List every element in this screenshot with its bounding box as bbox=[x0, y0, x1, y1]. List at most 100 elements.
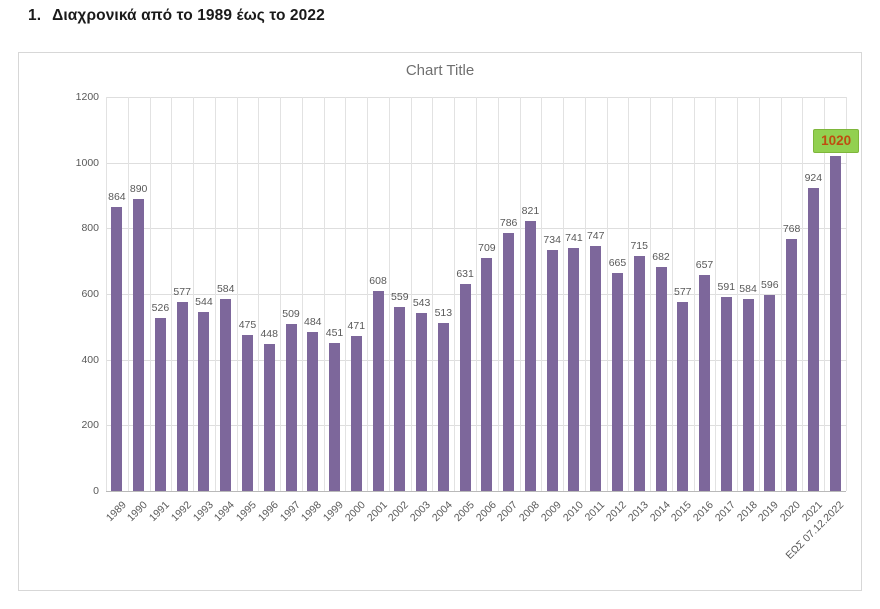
bar-ΕΩΣ 07.12.2022 bbox=[829, 156, 841, 491]
section-heading: 1. Διαχρονικά από το 1989 έως το 2022 bbox=[28, 7, 325, 25]
bar-2020 bbox=[786, 238, 798, 491]
x-axis-tick-label: 1990 bbox=[125, 499, 151, 525]
gridline-vertical bbox=[737, 97, 739, 491]
x-axis-tick-label: 2017 bbox=[712, 499, 738, 525]
bar-value-label: 559 bbox=[391, 291, 409, 304]
gridline-vertical bbox=[824, 97, 826, 491]
gridline-vertical bbox=[367, 97, 369, 491]
bar-2009 bbox=[546, 250, 558, 491]
gridline-vertical bbox=[650, 97, 652, 491]
gridline-vertical bbox=[519, 97, 521, 491]
bar-2017 bbox=[720, 296, 732, 491]
bar-2019 bbox=[764, 295, 776, 491]
gridline-vertical bbox=[323, 97, 325, 491]
x-axis-tick-label: 2011 bbox=[582, 499, 608, 524]
bar-2002 bbox=[394, 307, 406, 491]
x-axis-tick-label: 1993 bbox=[190, 499, 216, 525]
bar-value-label: 513 bbox=[434, 306, 453, 319]
bar-value-label: 786 bbox=[499, 216, 518, 229]
x-axis-tick-label: 2008 bbox=[516, 499, 542, 525]
x-axis-tick-label: 2005 bbox=[451, 499, 477, 525]
y-axis-tick-label: 200 bbox=[81, 419, 99, 432]
x-axis-tick-label: 2009 bbox=[538, 499, 564, 525]
y-axis-tick-label: 1000 bbox=[75, 156, 99, 169]
bar-value-label: 591 bbox=[717, 280, 736, 293]
bar-2010 bbox=[568, 247, 580, 491]
bar-value-label: 631 bbox=[456, 267, 474, 280]
bar-2014 bbox=[655, 267, 667, 491]
bar-value-label: 821 bbox=[521, 205, 540, 218]
gridline-vertical bbox=[301, 97, 303, 491]
bar-2000 bbox=[350, 336, 362, 491]
gridline-vertical bbox=[563, 97, 565, 491]
bar-value-label: 584 bbox=[216, 283, 235, 296]
gridline-vertical bbox=[106, 97, 107, 491]
bar-2003 bbox=[416, 312, 428, 491]
bar-value-label: 890 bbox=[129, 182, 148, 195]
y-axis-tick-label: 400 bbox=[81, 353, 99, 366]
x-axis-tick-label: 2006 bbox=[473, 499, 499, 525]
gridline-vertical bbox=[846, 97, 847, 491]
bar-2015 bbox=[677, 301, 689, 491]
bar-2021 bbox=[807, 187, 819, 491]
bar-value-label: 577 bbox=[673, 285, 692, 298]
x-axis-tick-label: 2018 bbox=[734, 499, 760, 525]
bar-1994 bbox=[220, 299, 232, 491]
bar-value-label: 544 bbox=[195, 296, 213, 309]
x-axis-tick-label: 2012 bbox=[603, 499, 629, 525]
x-axis-tick-label: 2007 bbox=[495, 499, 521, 525]
gridline-vertical bbox=[780, 97, 782, 491]
bar-1993 bbox=[198, 312, 210, 491]
bar-1990 bbox=[133, 198, 145, 491]
y-axis-tick-label: 0 bbox=[93, 485, 99, 497]
x-axis-tick-label: 1992 bbox=[168, 499, 194, 525]
bar-1989 bbox=[111, 207, 123, 491]
gridline-vertical bbox=[432, 97, 434, 491]
x-axis-tick-label: 1991 bbox=[146, 499, 172, 525]
bar-value-label: 448 bbox=[260, 327, 278, 340]
gridline-vertical bbox=[127, 97, 129, 491]
x-axis-tick-label: 1999 bbox=[321, 499, 347, 525]
section-number: 1. bbox=[28, 7, 42, 24]
gridline-vertical bbox=[758, 97, 760, 491]
gridline-vertical bbox=[541, 97, 543, 491]
bar-1996 bbox=[263, 343, 275, 491]
bar-value-label: 509 bbox=[282, 307, 300, 320]
gridline-vertical bbox=[497, 97, 499, 491]
x-axis-line bbox=[106, 491, 846, 492]
bar-2016 bbox=[699, 275, 711, 491]
chart-title: Chart Title bbox=[405, 62, 475, 79]
bar-2005 bbox=[459, 283, 471, 491]
bar-2001 bbox=[372, 291, 384, 491]
gridline-vertical bbox=[606, 97, 608, 491]
bar-1997 bbox=[285, 323, 297, 491]
highlighted-value-label: 1020 bbox=[813, 129, 860, 154]
bar-value-label: 741 bbox=[565, 231, 583, 244]
bar-value-label: 584 bbox=[739, 283, 757, 296]
gridline-vertical bbox=[671, 97, 673, 491]
y-axis-tick-label: 1200 bbox=[75, 91, 99, 103]
bar-1999 bbox=[329, 342, 341, 491]
gridline-vertical bbox=[715, 97, 717, 491]
bar-value-label: 543 bbox=[412, 296, 431, 309]
x-axis-tick-label: 2015 bbox=[669, 499, 695, 525]
x-axis-tick-label: 2002 bbox=[386, 499, 412, 525]
bar-value-label: 734 bbox=[543, 234, 561, 246]
bar-value-label: 596 bbox=[761, 279, 779, 292]
x-axis-tick-label: 2014 bbox=[647, 499, 673, 525]
chart-container: Chart Title 0 200 400 600 800 1000 1200 864 890 5… bbox=[18, 52, 862, 591]
gridline-vertical bbox=[693, 97, 695, 491]
bar-value-label: 747 bbox=[586, 229, 605, 242]
x-axis-tick-label: 1995 bbox=[233, 499, 259, 525]
x-axis-tick-label: 1998 bbox=[299, 499, 325, 525]
x-axis-tick-label: 2010 bbox=[560, 499, 586, 525]
bar-2008 bbox=[524, 221, 536, 491]
gridline-vertical bbox=[280, 97, 282, 491]
bar-value-label: 577 bbox=[173, 285, 191, 298]
bar-value-label: 924 bbox=[804, 171, 823, 184]
bar-2012 bbox=[611, 272, 623, 491]
x-axis-tick-label: 2016 bbox=[691, 499, 717, 525]
bar-2013 bbox=[633, 256, 645, 491]
gridline-vertical bbox=[149, 97, 151, 491]
x-axis-tick-label: 2000 bbox=[342, 499, 368, 525]
